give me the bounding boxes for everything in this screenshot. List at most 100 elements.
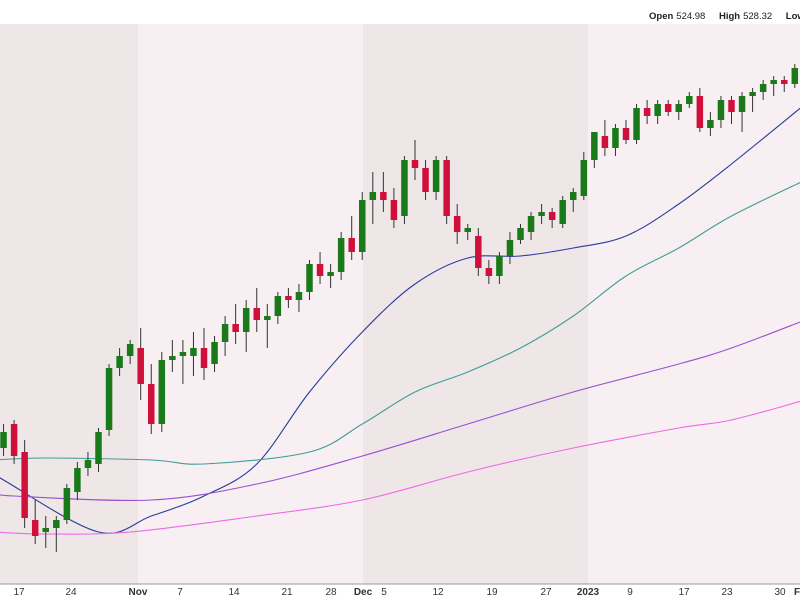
candle-body-down <box>137 348 144 384</box>
candle <box>781 76 788 92</box>
candle <box>126 340 134 364</box>
candle-body-up <box>327 272 334 276</box>
candle-body-up <box>221 324 229 342</box>
candle-body-down <box>253 308 260 320</box>
x-tick-label: F <box>794 587 800 598</box>
candle-body-up <box>242 308 250 332</box>
candle <box>411 140 419 180</box>
moving-average-line-2 <box>0 181 800 465</box>
x-tick-label: 23 <box>721 587 733 598</box>
candle <box>612 124 619 156</box>
candle-body-down <box>453 216 461 232</box>
x-tick-label: 2023 <box>577 587 600 598</box>
candle <box>527 212 535 240</box>
candle <box>580 152 588 200</box>
price-chart[interactable]: 17 24 Nov 7 14 21 28 Dec 5 12 19 27 2023 9 17 23 30 F <box>0 24 800 600</box>
x-tick-label: Dec <box>354 587 373 598</box>
candle-body-down <box>548 212 556 220</box>
candle <box>116 348 123 376</box>
candle-body-down <box>443 160 450 216</box>
candle-body-down <box>411 160 419 168</box>
candle-body-down <box>380 192 387 200</box>
candle <box>633 104 640 144</box>
candle-body-up <box>496 256 503 276</box>
candle-body-down <box>21 452 28 518</box>
candle-body-up <box>759 84 767 92</box>
candle-body-down <box>696 96 704 128</box>
candle <box>453 204 461 244</box>
candle <box>517 224 524 244</box>
month-bands <box>0 24 800 584</box>
x-tick-label: Nov <box>129 587 148 598</box>
candle-body-down <box>10 424 18 456</box>
candle <box>770 76 777 96</box>
candle-body-up <box>464 228 471 232</box>
month-band <box>588 24 800 584</box>
candle <box>74 462 81 500</box>
x-tick-label: 21 <box>281 587 293 598</box>
candle <box>422 160 429 200</box>
candle <box>401 156 408 224</box>
candle <box>295 284 303 312</box>
candle <box>696 88 704 132</box>
candle-body-up <box>0 432 7 448</box>
open-label: Open <box>649 11 674 22</box>
candle-body-up <box>359 200 366 252</box>
candle-body-up <box>295 292 303 300</box>
candle <box>686 92 693 108</box>
x-tick-label: 14 <box>228 587 240 598</box>
candle <box>664 100 672 116</box>
candle-body-down <box>232 324 239 332</box>
month-band <box>363 24 588 584</box>
candle-body-up <box>570 192 577 200</box>
candle-body-down <box>781 80 788 84</box>
candle <box>717 96 725 128</box>
candle <box>137 328 144 400</box>
candle-body-down <box>200 348 208 368</box>
candle-body-up <box>654 104 661 116</box>
x-tick-label: 5 <box>381 587 387 598</box>
candle <box>369 172 377 224</box>
candle <box>179 340 187 384</box>
month-band <box>138 24 363 584</box>
candle-body-down <box>728 100 735 112</box>
candle <box>559 196 566 228</box>
candle <box>53 516 60 552</box>
candle-body-up <box>686 96 693 104</box>
candle <box>380 172 387 212</box>
candle-body-up <box>105 368 113 430</box>
candle <box>675 100 682 120</box>
candle-body-up <box>770 80 777 84</box>
candle-body-up <box>791 68 799 84</box>
candle <box>327 264 334 288</box>
candle <box>42 516 49 548</box>
candle-body-up <box>63 488 71 520</box>
candle-body-up <box>190 348 197 356</box>
candle <box>348 216 355 260</box>
candle <box>232 304 239 344</box>
candle <box>707 112 714 136</box>
candle-body-up <box>517 228 524 240</box>
moving-average-lines <box>0 107 800 535</box>
candle-body-up <box>580 160 588 196</box>
candle <box>475 228 482 276</box>
candle <box>749 88 756 112</box>
candle <box>190 332 197 376</box>
candle <box>791 64 799 88</box>
open-value: 524.98 <box>676 11 706 22</box>
candle <box>221 316 229 356</box>
candle <box>464 224 471 240</box>
candle <box>643 100 651 124</box>
candle <box>158 352 166 432</box>
candle-body-down <box>485 268 493 276</box>
moving-average-line-4 <box>0 400 800 535</box>
candle-body-up <box>337 238 345 272</box>
candle-body-up <box>95 432 102 464</box>
candle-body-up <box>74 468 81 492</box>
high-value: 528.32 <box>743 11 773 22</box>
candle <box>432 156 440 200</box>
candle-body-up <box>559 200 566 224</box>
candle <box>285 288 292 308</box>
candle <box>337 232 345 280</box>
